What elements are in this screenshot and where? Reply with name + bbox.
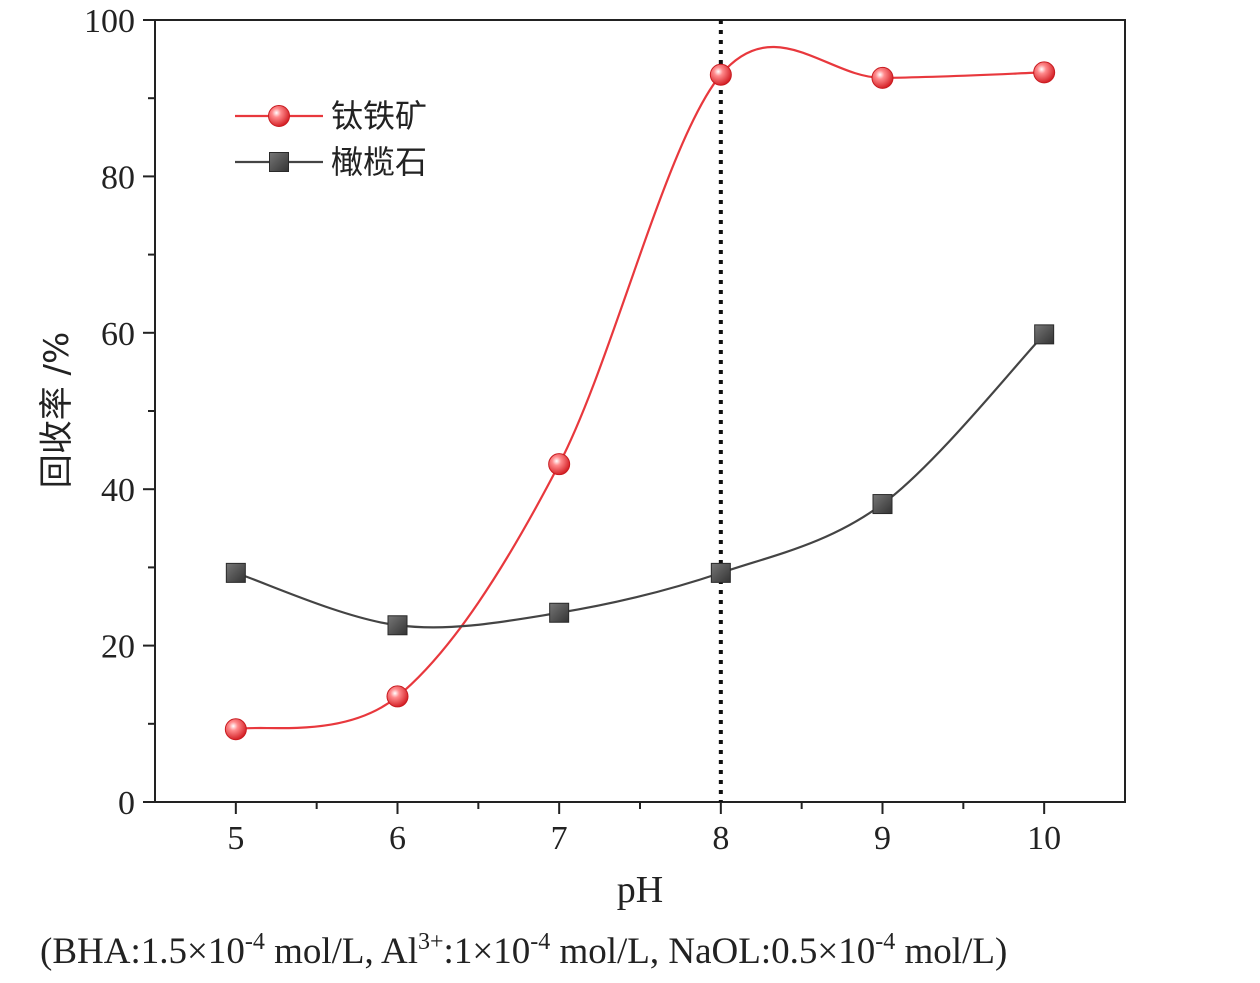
condition-exponent-3: -4 bbox=[530, 929, 551, 955]
y-tick-label: 100 bbox=[84, 3, 135, 40]
plot-frame bbox=[154, 19, 1126, 803]
data-point bbox=[548, 453, 571, 476]
condition-exponent-4: -4 bbox=[875, 929, 896, 955]
data-point bbox=[549, 602, 570, 623]
series-1 bbox=[224, 45, 1056, 741]
condition-exponent-1: -4 bbox=[244, 929, 265, 955]
series-line bbox=[235, 333, 1045, 629]
legend-marker bbox=[269, 152, 289, 172]
x-tick-label: 10 bbox=[1027, 820, 1061, 857]
y-tick-label: 40 bbox=[101, 472, 135, 509]
y-axis-title: 回收率 /% bbox=[37, 332, 77, 489]
series-2 bbox=[225, 324, 1055, 636]
x-tick-label: 5 bbox=[227, 820, 244, 857]
x-tick-label: 6 bbox=[389, 820, 406, 857]
data-point bbox=[1033, 61, 1056, 84]
x-tick-label: 7 bbox=[551, 820, 568, 857]
data-point bbox=[872, 494, 893, 515]
condition-text-1: (BHA:1.5×10 bbox=[40, 931, 245, 972]
y-tick-label: 80 bbox=[101, 159, 135, 196]
legend-label: 橄榄石 bbox=[331, 143, 427, 181]
data-point bbox=[386, 685, 409, 708]
legend-entry-1: 钛铁矿 bbox=[235, 97, 427, 135]
x-tick-label: 8 bbox=[712, 820, 729, 857]
data-point bbox=[1034, 324, 1055, 345]
condition-text-3: :1×10 bbox=[443, 931, 531, 972]
data-point bbox=[871, 66, 894, 89]
legend-marker bbox=[268, 105, 290, 127]
condition-text-4: mol/L, NaOL:0.5×10 bbox=[550, 931, 876, 972]
legend-label: 钛铁矿 bbox=[331, 97, 427, 135]
condition-text-5: mol/L) bbox=[895, 931, 1008, 972]
y-tick-label: 60 bbox=[101, 316, 135, 353]
y-tick-label: 0 bbox=[118, 785, 135, 822]
x-tick-label: 9 bbox=[874, 820, 891, 857]
experimental-conditions: (BHA:1.5×10-4 mol/L, Al3+:1×10-4 mol/L, … bbox=[40, 930, 1255, 973]
y-tick-label: 20 bbox=[101, 629, 135, 666]
data-point bbox=[709, 63, 732, 86]
data-point bbox=[387, 615, 408, 636]
x-axis-title: pH bbox=[617, 869, 663, 911]
condition-exponent-2: 3+ bbox=[418, 929, 444, 955]
data-point bbox=[225, 562, 246, 583]
data-point bbox=[224, 718, 247, 741]
series-group bbox=[224, 45, 1056, 741]
legend-entry-2: 橄榄石 bbox=[235, 143, 427, 181]
data-point bbox=[710, 562, 731, 583]
condition-text-2: mol/L, Al bbox=[264, 931, 418, 972]
